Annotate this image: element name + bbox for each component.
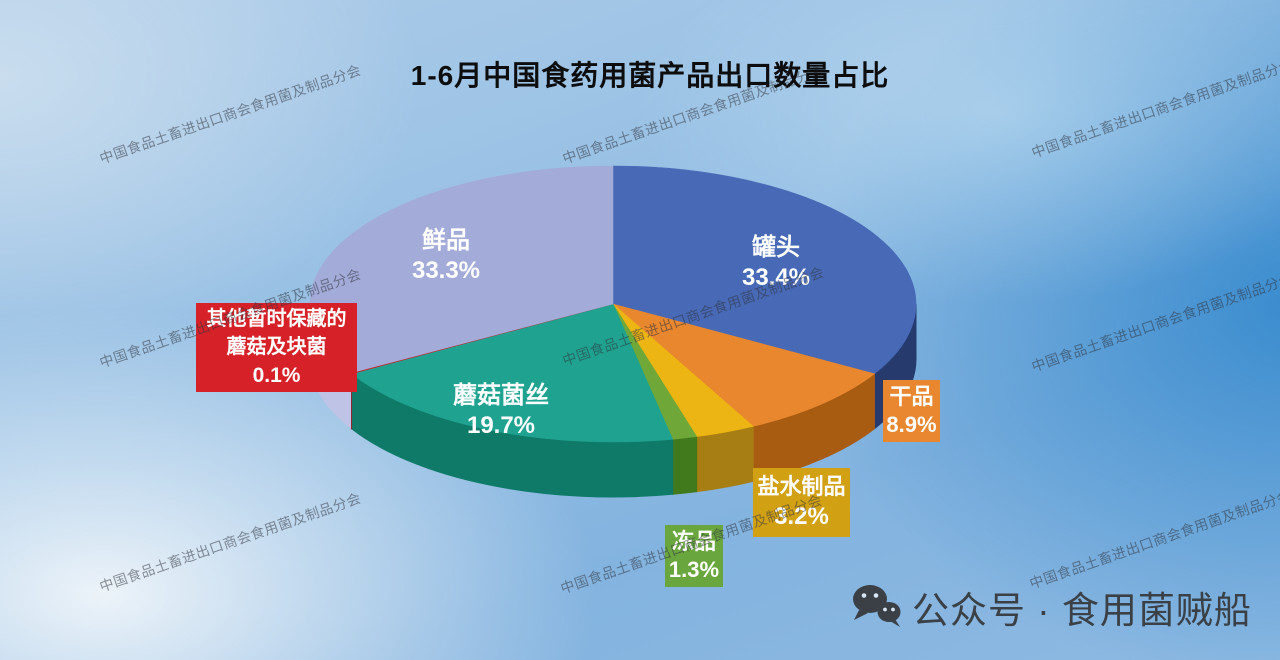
chart-title: 1-6月中国食药用菌产品出口数量占比	[410, 60, 890, 91]
callout-dried-pct: 8.9%	[886, 412, 937, 437]
callout-box-frozen: 冻品 1.3%	[665, 525, 723, 587]
slice-label-canned-pct: 33.4%	[741, 264, 811, 291]
wechat-footer: 公众号 · 食用菌贼船	[850, 580, 1252, 634]
wechat-account-label: 公众号 · 食用菌贼船	[912, 590, 1252, 631]
callout-box-brine: 盐水制品 3.2%	[753, 468, 850, 537]
pie-side-frozen	[672, 436, 698, 495]
pie-slice-mycelium	[350, 303, 674, 443]
callout-other-pct: 0.1%	[252, 364, 301, 387]
pie-slice-canned	[612, 165, 917, 375]
slice-label-canned: 罐头 33.4%	[742, 233, 810, 293]
callout-dried-name: 干品	[889, 384, 934, 409]
callout-brine-name: 盐水制品	[757, 474, 846, 499]
wechat-icon	[853, 585, 901, 627]
slice-label-mycelium-name: 蘑菇菌丝	[453, 382, 549, 409]
slice-label-fresh-pct: 33.3%	[411, 257, 481, 284]
slice-label-canned-name: 罐头	[752, 234, 800, 261]
slice-label-fresh-name: 鲜品	[422, 227, 470, 254]
callout-frozen-pct: 1.3%	[668, 557, 720, 582]
callout-brine-pct: 3.2%	[774, 503, 829, 530]
pie-slice-dried	[612, 303, 876, 427]
slice-label-mycelium-pct: 19.7%	[466, 412, 536, 439]
slice-label-mycelium: 蘑菇菌丝 19.7%	[453, 381, 549, 441]
callout-other-name: 其他暂时保藏的蘑菇及块菌	[206, 308, 347, 358]
callout-frozen-name: 冻品	[671, 529, 716, 554]
slice-label-fresh: 鲜品 33.3%	[412, 226, 480, 286]
pie-side-brine	[696, 425, 754, 493]
callout-box-dried: 干品 8.9%	[883, 380, 940, 442]
callout-box-other: 其他暂时保藏的蘑菇及块菌 0.1%	[196, 303, 357, 392]
